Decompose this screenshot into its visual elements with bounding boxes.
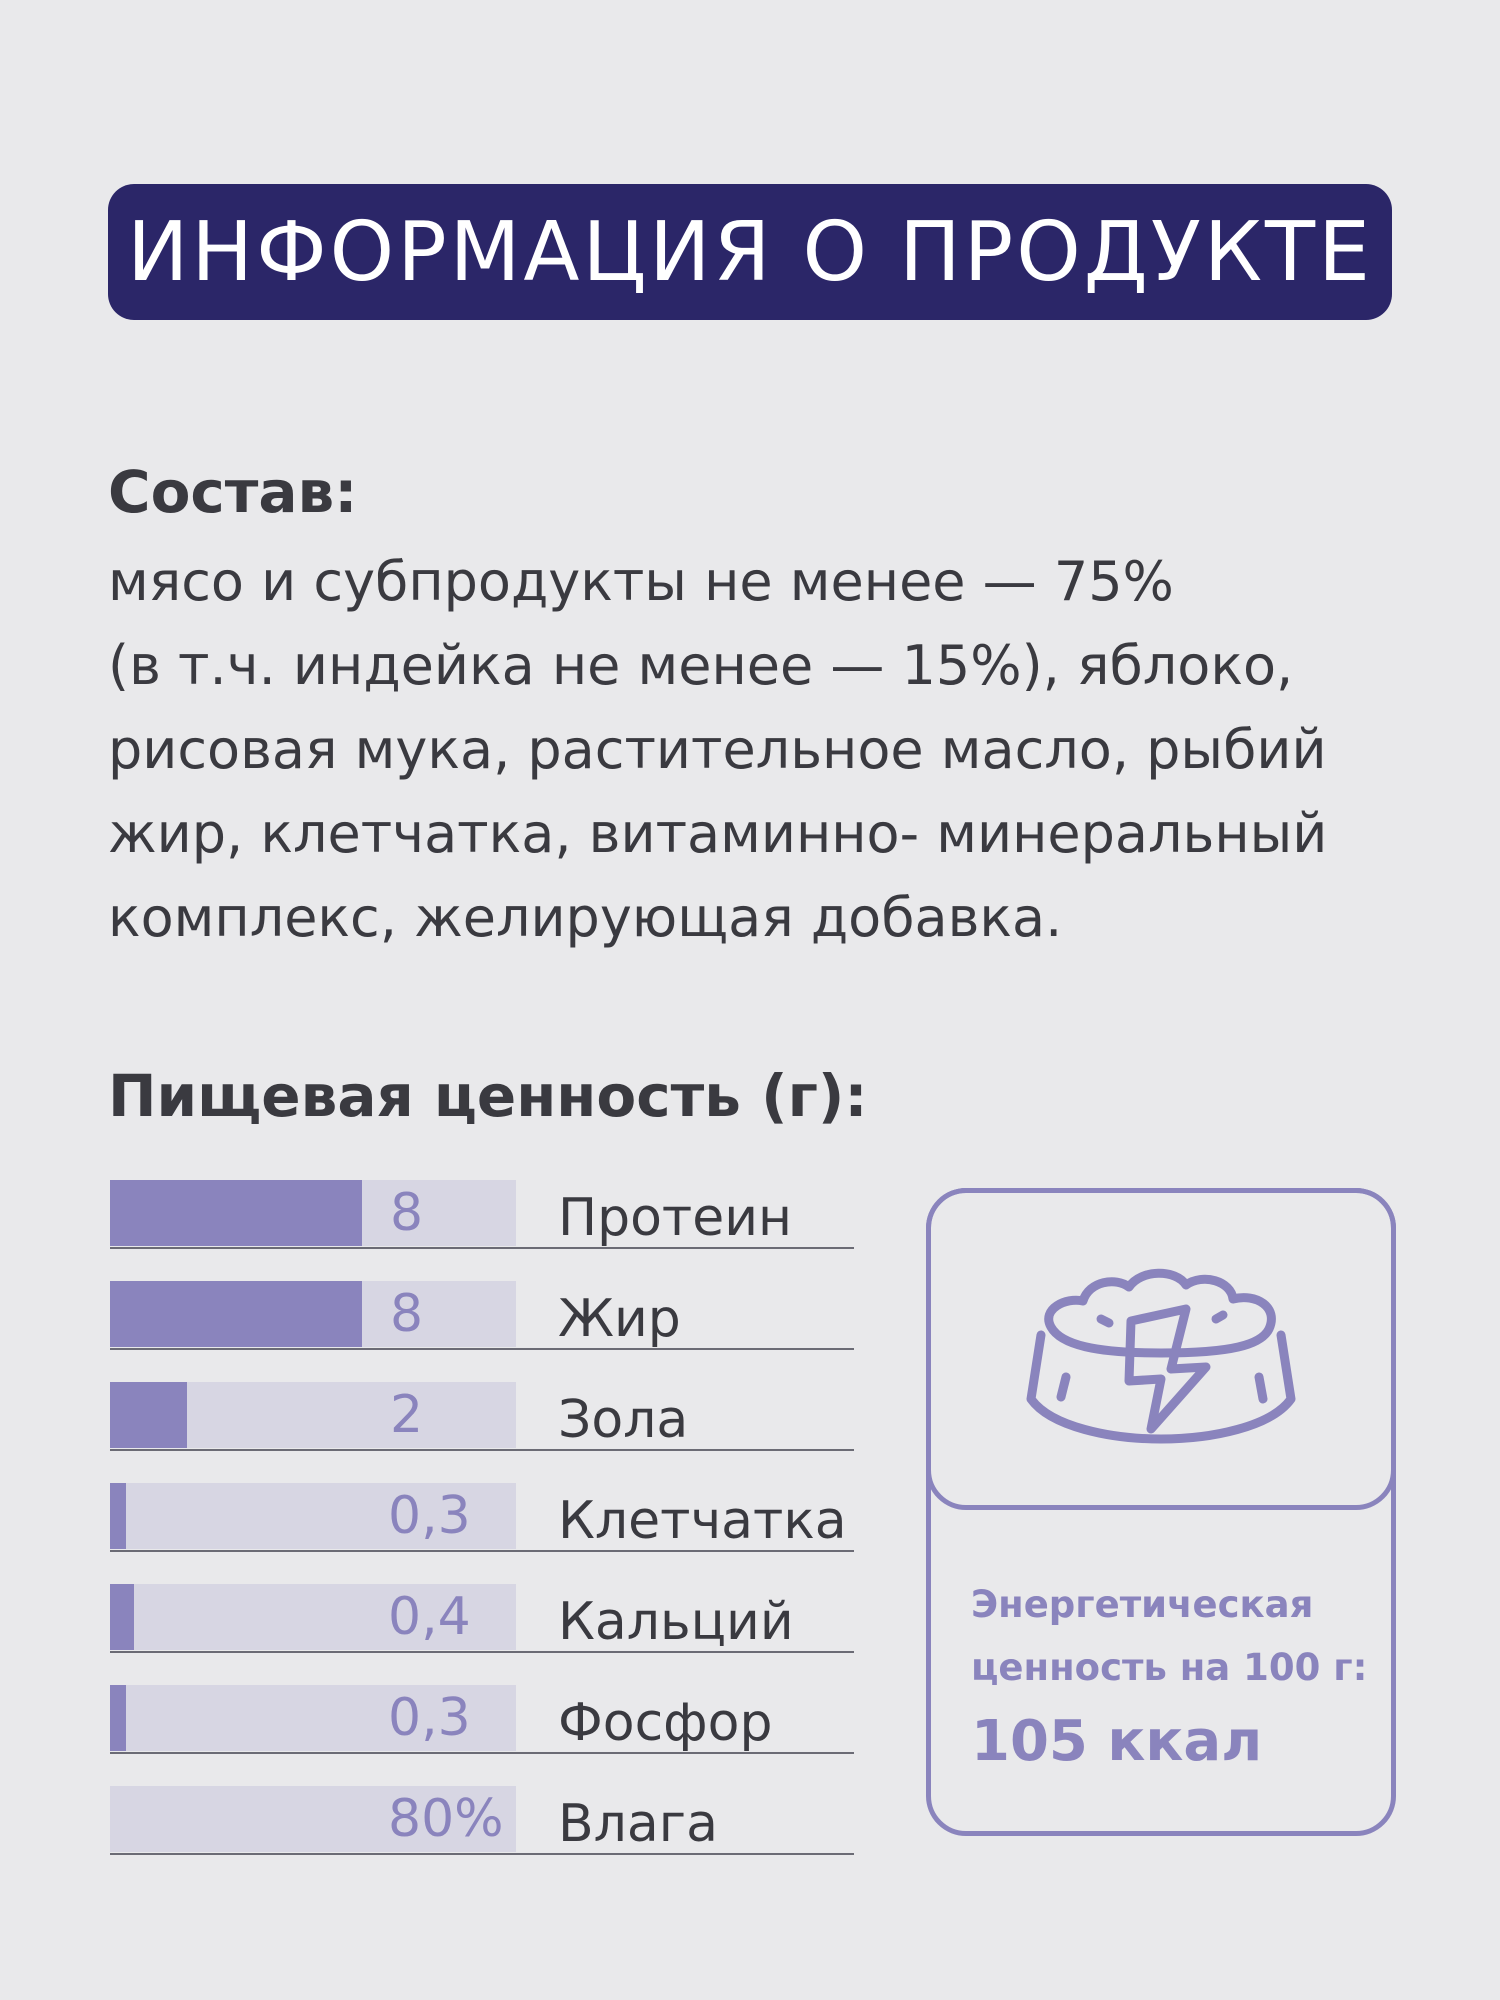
nutrition-bar-fill (110, 1685, 127, 1751)
nutrition-bar-fill (110, 1180, 362, 1246)
nutrition-bar-fill (110, 1382, 188, 1448)
nutrition-row-phosphorus: 0,3 Фосфор (110, 1685, 854, 1754)
composition-line: комплекс, желирующая добавка. (108, 886, 1063, 949)
nutrition-bar-fill (110, 1584, 135, 1650)
nutrition-row-fiber: 0,3 Клетчатка (110, 1483, 854, 1552)
nutrition-label: Протеин (558, 1188, 792, 1248)
nutrition-list: 8 Протеин 8 Жир 2 Зола 0,3 Клетчатка 0,4… (110, 1180, 854, 1887)
nutrition-bar-track (110, 1786, 516, 1852)
nutrition-row-protein: 8 Протеин (110, 1180, 854, 1249)
nutrition-heading: Пищевая ценность (г): (108, 1062, 868, 1130)
composition-heading: Состав: (108, 458, 358, 526)
nutrition-value: 2 (390, 1385, 424, 1445)
nutrition-bar-track (110, 1584, 516, 1650)
food-bowl-icon (1026, 1268, 1296, 1444)
nutrition-value: 0,3 (388, 1688, 471, 1748)
composition-line: мясо и субпродукты не менее — 75% (108, 550, 1174, 613)
nutrition-row-calcium: 0,4 Кальций (110, 1584, 854, 1653)
composition-line: рисовая мука, растительное масло, рыбий (108, 718, 1327, 781)
nutrition-value: 0,3 (388, 1486, 471, 1546)
energy-icon-box (926, 1188, 1396, 1510)
nutrition-row-moisture: 80% Влага (110, 1786, 854, 1855)
nutrition-bar-track (110, 1483, 516, 1549)
nutrition-value: 8 (390, 1284, 424, 1344)
nutrition-label: Кальций (558, 1592, 794, 1652)
nutrition-value: 80% (388, 1789, 504, 1849)
nutrition-label: Зола (558, 1390, 689, 1450)
nutrition-label: Фосфор (558, 1693, 773, 1753)
nutrition-row-fat: 8 Жир (110, 1281, 854, 1350)
energy-card: Энергетическая ценность на 100 г: 105 кк… (926, 1188, 1396, 1836)
energy-label: Энергетическая ценность на 100 г: (971, 1583, 1368, 1689)
nutrition-bar-track (110, 1281, 516, 1347)
composition-line: жир, клетчатка, витаминно- минеральный (108, 802, 1328, 865)
page-title: ИНФОРМАЦИЯ О ПРОДУКТЕ (127, 204, 1373, 300)
nutrition-value: 0,4 (388, 1587, 471, 1647)
energy-value: 105 ккал (971, 1709, 1263, 1774)
nutrition-bar-track (110, 1685, 516, 1751)
composition-text: мясо и субпродукты не менее — 75% (в т.ч… (108, 540, 1408, 960)
nutrition-row-ash: 2 Зола (110, 1382, 854, 1451)
nutrition-label: Влага (558, 1794, 718, 1854)
composition-line: (в т.ч. индейка не менее — 15%), яблоко, (108, 634, 1294, 697)
nutrition-bar-fill (110, 1483, 127, 1549)
nutrition-label: Жир (558, 1289, 681, 1349)
nutrition-label: Клетчатка (558, 1491, 847, 1551)
nutrition-bar-track (110, 1180, 516, 1246)
nutrition-value: 8 (390, 1183, 424, 1243)
title-banner: ИНФОРМАЦИЯ О ПРОДУКТЕ (108, 184, 1392, 320)
nutrition-bar-fill (110, 1281, 362, 1347)
nutrition-bar-track (110, 1382, 516, 1448)
